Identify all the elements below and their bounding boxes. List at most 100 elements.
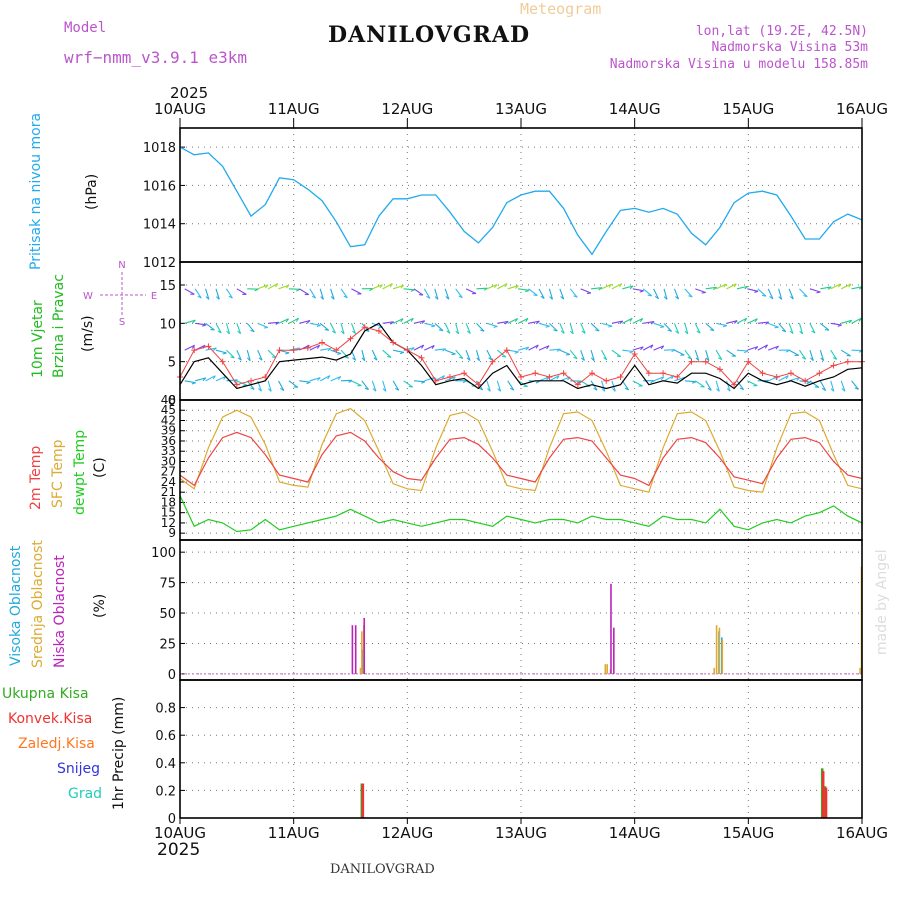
wind-direction-barb bbox=[621, 380, 630, 391]
cloud-ytick-label: 50 bbox=[159, 607, 176, 622]
wind-direction-barb bbox=[726, 283, 737, 290]
wind-direction-barb bbox=[632, 288, 644, 292]
wind-direction-barb bbox=[311, 295, 316, 299]
wind-direction-barb bbox=[726, 388, 731, 392]
wind-direction-barb bbox=[395, 387, 399, 391]
wind-direction-barb bbox=[267, 380, 272, 392]
wind-direction-barb bbox=[421, 381, 426, 384]
wind-direction-barb bbox=[278, 318, 289, 324]
wind-direction-barb bbox=[744, 350, 749, 354]
wind-direction-barb bbox=[695, 357, 700, 362]
wind-direction-barb bbox=[344, 356, 349, 359]
wind-direction-barb bbox=[854, 387, 859, 390]
panel-frame bbox=[179, 539, 863, 681]
wind-direction-barb bbox=[496, 349, 507, 358]
wind-direction-barb bbox=[236, 323, 242, 334]
wind-direction-barb bbox=[832, 357, 837, 360]
wind-direction-barb bbox=[816, 291, 821, 294]
wind-direction-barb bbox=[205, 288, 210, 300]
wind-direction-barb bbox=[830, 380, 835, 392]
dewpoint-line bbox=[179, 495, 863, 533]
wind-direction-barb bbox=[361, 357, 366, 362]
cloud-ytick-label: 0 bbox=[168, 668, 176, 683]
wind-direction-barb bbox=[757, 344, 768, 351]
wind-direction-barb bbox=[288, 380, 299, 388]
precip-ytick-label: 0.2 bbox=[155, 784, 176, 799]
wind-direction-barb bbox=[528, 288, 538, 296]
wind-direction-barb bbox=[444, 323, 451, 334]
precip-legend-graupel: Grad bbox=[68, 786, 103, 802]
wind-direction-barb bbox=[736, 285, 748, 290]
cloud-ytick-label: 75 bbox=[159, 577, 176, 592]
wind-direction-barb bbox=[525, 346, 530, 351]
wind-direction-barb bbox=[757, 288, 767, 297]
wind-direction-barb bbox=[590, 350, 595, 361]
wind-direction-barb bbox=[647, 294, 652, 297]
wind-direction-barb bbox=[488, 357, 493, 361]
wind-direction-barb bbox=[226, 379, 238, 382]
wind-direction-barb bbox=[215, 349, 227, 354]
footer-station: DANILOVGRAD bbox=[330, 862, 435, 877]
wind-direction-barb bbox=[535, 380, 540, 384]
wind-direction-barb bbox=[210, 328, 215, 331]
wind-direction-barb bbox=[778, 288, 783, 300]
wind-direction-barb bbox=[226, 349, 235, 359]
wind-direction-barb bbox=[455, 323, 460, 335]
wind-direction-barb bbox=[426, 295, 431, 299]
wind-direction-barb bbox=[803, 294, 808, 298]
wind-direction-barb bbox=[528, 344, 539, 351]
wind-direction-barb bbox=[237, 330, 241, 335]
wind-direction-barb bbox=[598, 287, 603, 291]
wind-direction-barb bbox=[400, 285, 404, 289]
wind-direction-barb bbox=[386, 355, 392, 358]
wind-direction-barb bbox=[486, 283, 498, 290]
wind-direction-barb bbox=[814, 386, 819, 388]
date-tick-bottom: 14AUG bbox=[609, 824, 661, 842]
wind-direction-barb bbox=[475, 350, 481, 361]
cloud-ytick-label: 25 bbox=[159, 637, 176, 652]
wind-direction-barb bbox=[580, 349, 585, 361]
wind-direction-barb bbox=[768, 322, 779, 328]
wind-direction-barb bbox=[230, 356, 235, 359]
wind-direction-barb bbox=[799, 349, 807, 360]
wind-direction-barb bbox=[455, 349, 464, 359]
wind-direction-barb bbox=[205, 375, 216, 382]
wind-direction-barb bbox=[299, 380, 311, 383]
wind-direction-barb bbox=[192, 319, 196, 324]
wind-direction-barb bbox=[327, 375, 331, 380]
wind-direction-barb bbox=[809, 380, 820, 388]
wind-direction-barb bbox=[361, 350, 366, 361]
precip-ytick-label: 0.8 bbox=[155, 702, 176, 717]
wind-direction-barb bbox=[331, 330, 336, 334]
wind-direction-barb bbox=[733, 320, 738, 324]
elevation-label: Nadmorska Visina 53m bbox=[711, 40, 868, 55]
wind-direction-barb bbox=[694, 380, 705, 388]
wind-direction-barb bbox=[444, 288, 450, 300]
wind-direction-barb bbox=[556, 375, 560, 380]
wind-direction-barb bbox=[410, 347, 415, 351]
wind-direction-barb bbox=[458, 356, 464, 360]
wind-direction-barb bbox=[278, 284, 290, 290]
wind-direction-barb bbox=[215, 323, 222, 334]
wind-direction-barb bbox=[434, 348, 446, 351]
wind-direction-barb bbox=[684, 349, 692, 360]
wind-direction-barb bbox=[754, 290, 759, 293]
temp-ytick-label: 36 bbox=[161, 434, 176, 448]
temp-ytick-label: 15 bbox=[161, 506, 176, 520]
wind-direction-barb bbox=[769, 295, 774, 300]
wind-direction-barb bbox=[466, 357, 471, 361]
wind-direction-barb bbox=[663, 322, 673, 332]
wind-direction-barb bbox=[372, 284, 383, 290]
meteogram-label: Meteogram bbox=[520, 0, 602, 18]
wind-direction-barb bbox=[590, 322, 600, 332]
precip-legend-snow: Snijeg bbox=[57, 761, 101, 777]
wind-direction-barb bbox=[608, 325, 613, 328]
wind-direction-barb bbox=[306, 320, 311, 324]
wind-direction-barb bbox=[434, 296, 439, 300]
wind-dir-s-label: S bbox=[119, 317, 125, 328]
wind-direction-barb bbox=[663, 375, 674, 382]
wind-direction-barb bbox=[419, 294, 424, 296]
wind-direction-barb bbox=[330, 323, 336, 334]
wind-direction-barb bbox=[736, 317, 747, 324]
wind-direction-barb bbox=[701, 291, 706, 294]
